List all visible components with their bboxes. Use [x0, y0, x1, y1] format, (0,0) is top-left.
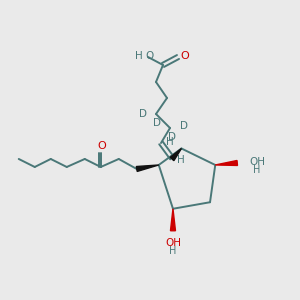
Text: O: O: [181, 51, 189, 61]
Polygon shape: [136, 165, 159, 171]
Text: H: H: [166, 137, 174, 147]
Text: H: H: [253, 165, 260, 175]
Text: H: H: [135, 51, 143, 61]
Text: D: D: [168, 132, 176, 142]
Text: D: D: [153, 118, 161, 128]
Text: OH: OH: [249, 157, 265, 167]
Text: H: H: [177, 155, 185, 165]
Text: OH: OH: [165, 238, 181, 248]
Polygon shape: [170, 148, 182, 161]
Polygon shape: [170, 209, 175, 231]
Text: H: H: [169, 246, 177, 256]
Text: O: O: [146, 51, 154, 61]
Polygon shape: [215, 160, 238, 166]
Text: D: D: [180, 121, 188, 131]
Text: D: D: [139, 109, 147, 119]
Text: O: O: [98, 141, 106, 151]
